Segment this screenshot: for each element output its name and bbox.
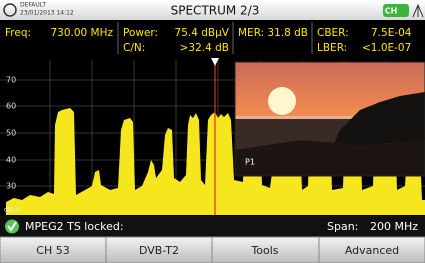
- button-label[interactable]: DVB-T2: [139, 244, 179, 257]
- button-label[interactable]: CH 53: [36, 244, 69, 257]
- lock-icon: [5, 220, 19, 234]
- y-label: 30: [6, 182, 16, 191]
- span-value: 200 MHz: [370, 220, 418, 233]
- mer-label: MER:: [238, 27, 264, 39]
- mer-value: 31.8 dB: [267, 27, 308, 39]
- y-label: 50: [6, 129, 16, 138]
- y-label: 40: [6, 156, 16, 165]
- profile: DEFAULT: [20, 2, 46, 9]
- button-bar: CH 53 DVB-T2 Tools Advanced: [0, 237, 425, 263]
- screen-title: SPECTRUM 2/3: [171, 4, 260, 18]
- preview-label: P1: [245, 158, 255, 167]
- screen: DEFAULT 23/01/2013 14:12 SPECTRUM 2/3 CH…: [0, 0, 425, 263]
- span-label: Span:: [327, 220, 358, 233]
- cn-value: >32.4 dB: [180, 42, 229, 54]
- cn-label: C/N:: [123, 42, 145, 54]
- lber-value: <1.0E-07: [362, 42, 411, 54]
- power-value: 75.4 dBµV: [175, 27, 230, 39]
- video-preview: [235, 62, 425, 176]
- y-label: 70: [6, 76, 16, 85]
- power-label: Power:: [123, 27, 158, 39]
- badge-text: CH: [385, 7, 398, 16]
- unit-label: dBuV: [4, 207, 21, 214]
- cber-label: CBER:: [317, 27, 349, 39]
- cber-value: 7.5E-04: [371, 27, 412, 39]
- lber-label: LBER:: [317, 42, 347, 54]
- lock-status: MPEG2 TS locked:: [25, 220, 124, 233]
- datetime: 23/01/2013 14:12: [20, 10, 74, 17]
- freq-label: Freq:: [5, 27, 31, 39]
- y-label: 60: [6, 102, 16, 111]
- freq-value: 730.00 MHz: [50, 27, 113, 39]
- button-label[interactable]: Advanced: [345, 244, 399, 257]
- button-label[interactable]: Tools: [250, 244, 278, 257]
